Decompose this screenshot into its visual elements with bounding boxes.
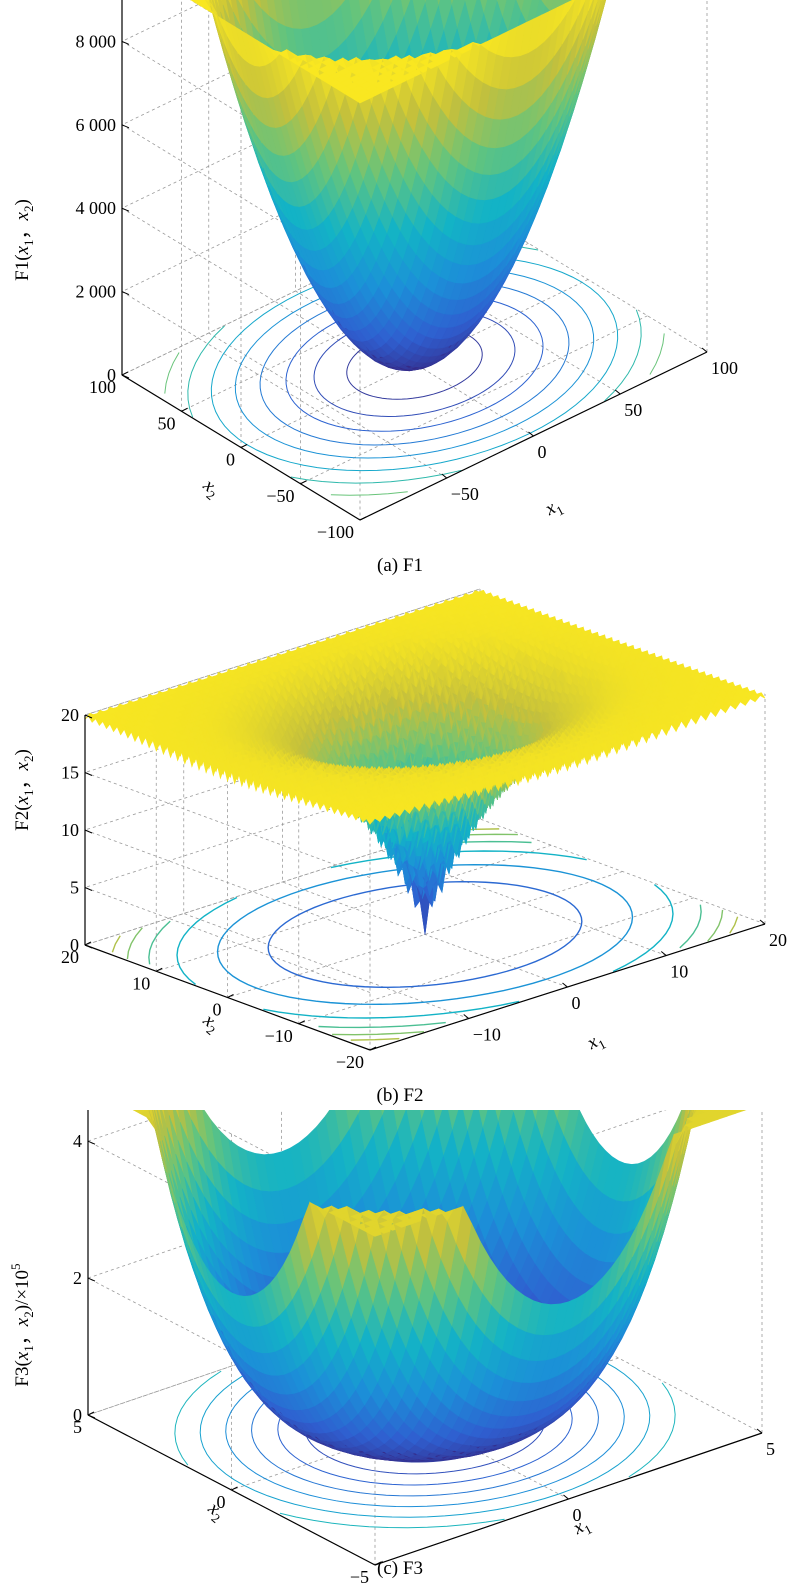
surface-patch — [521, 0, 533, 24]
surface-patch — [590, 0, 598, 20]
x1-tick-label: 50 — [624, 400, 642, 420]
ylabel-f1: x2 — [196, 474, 224, 503]
contour-line — [649, 333, 665, 375]
contour-line — [604, 309, 642, 402]
caption-a: (a) F1 — [377, 555, 423, 576]
contour-line — [176, 896, 238, 985]
figure-a: −50 0 50 100 −100 −50 0 50 100 0 2 000 4 000 6 000 8 … — [0, 0, 800, 585]
x2-tick-label: −100 — [317, 522, 354, 542]
contour-line — [350, 1037, 400, 1041]
x2-tick — [300, 480, 307, 485]
x1-tick-label: −50 — [451, 484, 479, 504]
contour-line — [164, 352, 180, 394]
surface-f1 — [190, 0, 607, 372]
contour-line — [707, 909, 724, 942]
x1-tick — [528, 431, 534, 437]
surface-patch — [480, 0, 488, 15]
contour-line — [148, 920, 171, 965]
x2-tick — [240, 444, 248, 448]
x1-tick-label: 0 — [538, 442, 547, 462]
x1-tick — [701, 347, 708, 353]
x1-tick-label: 100 — [711, 358, 738, 378]
z-tick — [121, 291, 130, 296]
z-tick — [121, 374, 130, 379]
x2-tick-label: 50 — [158, 413, 176, 433]
z-tick — [121, 40, 130, 45]
contour-line — [263, 1000, 520, 1019]
x2-tick — [181, 407, 188, 412]
z-tick — [121, 124, 130, 129]
zlabel-f1: F1(x1，x2) — [12, 199, 36, 281]
x2-tick — [359, 516, 367, 521]
surface-patch — [600, 0, 602, 1]
x1-tick — [441, 473, 448, 479]
z-tick-label: 2 000 — [76, 282, 117, 302]
x1-tick — [614, 389, 621, 395]
contour-line — [290, 469, 462, 484]
surface-patch — [588, 0, 593, 12]
surface-patch — [567, 0, 576, 13]
surface-patch — [597, 0, 606, 24]
surface-patch — [577, 0, 586, 16]
xlabel-f1: x1 — [541, 494, 566, 523]
x2-tick-label: −50 — [266, 486, 294, 506]
contour-line — [187, 325, 225, 418]
z-tick — [121, 207, 130, 212]
z-tick-label: 4 000 — [76, 198, 117, 218]
surface-patch — [602, 0, 607, 10]
surface-patch — [497, 0, 508, 18]
contour-line — [330, 850, 587, 869]
contour-line — [612, 884, 674, 973]
z-tick-label: 0 — [107, 365, 116, 385]
contour-line — [318, 1021, 446, 1029]
figure-b: −10 0 10 20 −20 −10 0 10 20 0 5 10 15 20 F2(x1，x2) x1… — [0, 585, 800, 1125]
contour-line — [332, 1030, 425, 1036]
x2-tick — [121, 371, 129, 376]
surface-patch — [541, 0, 548, 7]
surface-f2 — [84, 589, 766, 935]
contour-line — [330, 491, 408, 496]
surface-patch — [516, 0, 525, 13]
contour-line — [729, 916, 739, 934]
z-tick-label: 6 000 — [76, 115, 117, 135]
contour-line — [126, 927, 143, 960]
x2-tick-label: 100 — [89, 377, 116, 397]
contour-line — [679, 904, 702, 949]
z-tick-label: 8 000 — [76, 31, 117, 51]
contour-line — [111, 935, 121, 953]
x2-tick-label: 0 — [226, 450, 235, 470]
